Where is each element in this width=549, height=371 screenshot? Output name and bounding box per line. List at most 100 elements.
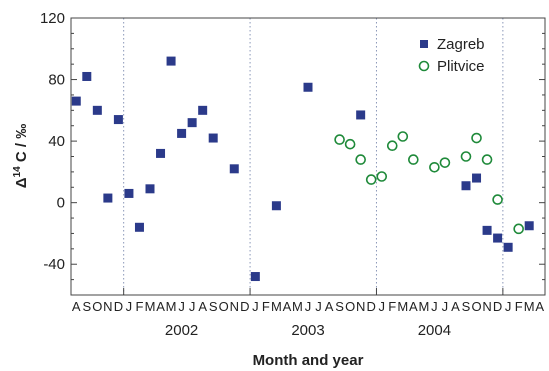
data-point-plitvice: [481, 154, 493, 165]
data-point-zagreb: [145, 184, 155, 194]
month-tick-label: A: [156, 299, 165, 314]
month-tick-label: J: [178, 299, 185, 314]
month-tick-label: J: [442, 299, 449, 314]
month-tick-label: M: [166, 299, 177, 314]
legend-marker-plitvice: [418, 60, 430, 72]
month-tick-label: J: [315, 299, 322, 314]
year-tick-label: 2004: [418, 322, 451, 339]
data-point-plitvice: [439, 157, 451, 168]
month-tick-label: J: [305, 299, 312, 314]
month-tick-label: S: [82, 299, 91, 314]
month-tick-label: A: [409, 299, 418, 314]
legend-label-zagreb: Zagreb: [437, 36, 485, 53]
data-point-zagreb: [271, 201, 281, 211]
data-point-zagreb: [103, 193, 113, 203]
month-tick-label: F: [262, 299, 270, 314]
data-point-zagreb: [124, 188, 134, 198]
data-point-zagreb: [303, 82, 313, 92]
month-tick-label: N: [230, 299, 239, 314]
legend: Zagreb Plitvice: [418, 36, 485, 75]
month-tick-label: O: [471, 299, 481, 314]
data-point-zagreb: [71, 96, 81, 106]
year-labels: 2002 2003 2004: [165, 322, 451, 339]
month-tick-label: S: [462, 299, 471, 314]
data-point-plitvice: [460, 151, 472, 162]
legend-marker-zagreb: [420, 40, 428, 48]
data-point-zagreb: [134, 222, 144, 232]
data-point-zagreb: [524, 221, 534, 231]
month-tick-label: F: [388, 299, 396, 314]
month-tick-label: O: [219, 299, 229, 314]
month-tick-label: J: [252, 299, 259, 314]
month-tick-label: M: [145, 299, 156, 314]
y-tick-label: -40: [43, 256, 65, 273]
month-tick-label: J: [189, 299, 196, 314]
data-point-plitvice: [334, 134, 345, 145]
month-tick-label: J: [378, 299, 385, 314]
data-point-zagreb: [92, 105, 102, 115]
month-tick-label: A: [451, 299, 460, 314]
month-tick-label: A: [72, 299, 81, 314]
month-tick-label: S: [209, 299, 218, 314]
data-point-plitvice: [429, 161, 440, 173]
month-tick-label: N: [103, 299, 112, 314]
y-tick-label: 80: [48, 72, 65, 89]
data-point-zagreb: [461, 181, 471, 191]
y-ticks: -40 0 40 80 120: [40, 10, 545, 296]
month-tick-label: S: [335, 299, 344, 314]
month-tick-label: F: [515, 299, 523, 314]
month-tick-label: A: [283, 299, 292, 314]
legend-label-plitvice: Plitvice: [437, 58, 485, 75]
data-point-zagreb: [472, 173, 482, 183]
data-point-plitvice: [471, 132, 482, 144]
month-tick-label: O: [92, 299, 102, 314]
x-axis-title: Month and year: [253, 352, 364, 369]
month-tick-label: A: [198, 299, 207, 314]
month-tick-label: O: [345, 299, 355, 314]
month-tick-label: D: [367, 299, 376, 314]
data-points: [71, 56, 534, 282]
month-tick-label: N: [482, 299, 491, 314]
data-point-zagreb: [177, 128, 187, 138]
data-point-zagreb: [187, 118, 197, 128]
month-tick-label: M: [271, 299, 282, 314]
data-point-plitvice: [408, 154, 419, 165]
month-tick-label: F: [135, 299, 143, 314]
data-point-plitvice: [492, 194, 503, 205]
month-tick-label: D: [240, 299, 249, 314]
month-tick-label: A: [535, 299, 544, 314]
month-tick-label: M: [292, 299, 303, 314]
data-point-zagreb: [482, 225, 492, 235]
y-tick-label: 0: [57, 195, 65, 212]
data-point-zagreb: [156, 148, 166, 158]
month-tick-label: A: [325, 299, 334, 314]
data-point-zagreb: [229, 164, 239, 174]
month-tick-label: J: [431, 299, 438, 314]
data-point-plitvice: [365, 174, 377, 185]
y-axis-title: Δ14 C / ‰: [12, 124, 30, 188]
month-tick-label: J: [505, 299, 512, 314]
y-tick-label: 40: [48, 133, 65, 150]
x-ticks: [123, 288, 504, 295]
data-point-plitvice: [386, 140, 398, 152]
data-point-plitvice: [376, 171, 388, 182]
month-tick-label: N: [356, 299, 365, 314]
data-point-zagreb: [82, 71, 92, 81]
month-tick-label: M: [524, 299, 535, 314]
data-point-plitvice: [355, 154, 366, 165]
month-tick-label: D: [114, 299, 123, 314]
data-point-plitvice: [344, 138, 356, 150]
year-tick-label: 2003: [291, 322, 324, 339]
month-tick-label: D: [493, 299, 502, 314]
month-tick-label: M: [418, 299, 429, 314]
data-point-zagreb: [356, 110, 366, 120]
data-point-plitvice: [397, 131, 409, 142]
data-point-zagreb: [250, 272, 260, 282]
month-tick-label: J: [126, 299, 133, 314]
data-point-zagreb: [493, 233, 503, 243]
month-tick-label: M: [397, 299, 408, 314]
data-point-plitvice: [513, 223, 524, 235]
data-point-zagreb: [113, 115, 123, 125]
